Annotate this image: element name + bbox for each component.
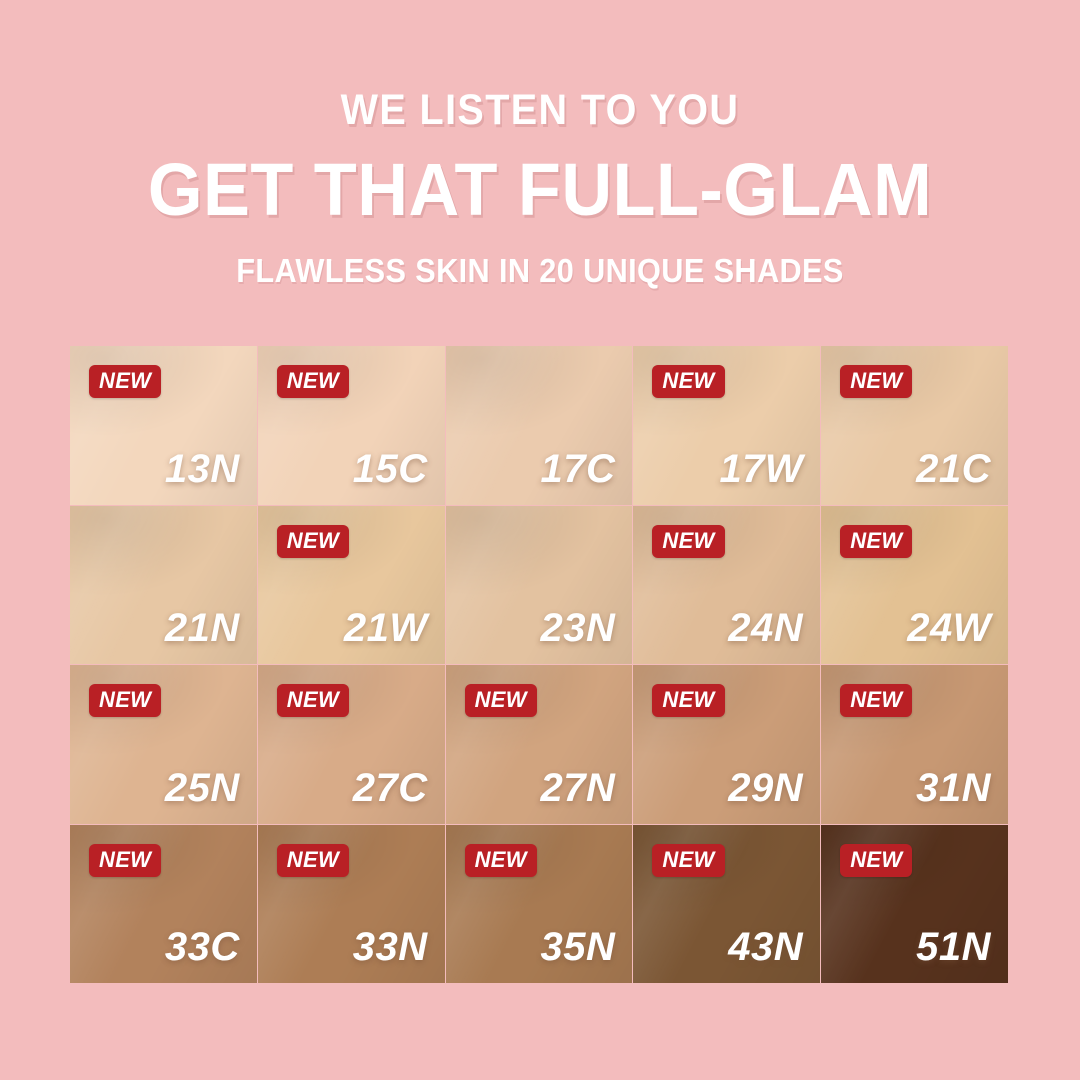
shade-grid-container: NEW 13N NEW 15C 17C NEW 17W NEW 21C 21N NEW 21W 23N N…	[70, 346, 1008, 983]
shade-label: 17W	[719, 446, 804, 491]
shade-label: 24N	[728, 606, 804, 650]
shade-swatch-24n[interactable]: NEW 24N	[633, 505, 821, 664]
new-badge: NEW	[464, 684, 537, 717]
shade-label: 21N	[164, 606, 240, 650]
shade-swatch-15c[interactable]: NEW 15C	[257, 346, 445, 505]
shade-swatch-31n[interactable]: NEW 31N	[821, 665, 1008, 824]
shade-label: 15C	[352, 446, 428, 491]
new-badge: NEW	[652, 365, 725, 398]
new-badge: NEW	[89, 684, 162, 717]
shade-label: 24W	[907, 606, 991, 650]
shade-swatch-25n[interactable]: NEW 25N	[70, 665, 257, 824]
new-badge: NEW	[464, 843, 537, 877]
new-badge: NEW	[652, 524, 725, 558]
shade-swatch-17w[interactable]: NEW 17W	[633, 346, 821, 505]
shade-label: 27N	[540, 765, 616, 810]
shade-swatch-24w[interactable]: NEW 24W	[821, 505, 1008, 664]
new-badge: NEW	[276, 524, 350, 558]
shade-label: 13N	[164, 446, 240, 491]
shade-label: 35N	[540, 925, 616, 969]
eyebrow-text: WE LISTEN TO YOU	[340, 86, 740, 134]
shade-label: 21C	[916, 446, 991, 491]
new-badge: NEW	[89, 843, 162, 877]
new-badge: NEW	[652, 684, 725, 717]
new-badge: NEW	[840, 365, 913, 398]
new-badge: NEW	[840, 843, 913, 877]
shade-swatch-33c[interactable]: NEW 33C	[70, 824, 257, 983]
shade-label: 25N	[164, 765, 240, 810]
shade-swatch-33n[interactable]: NEW 33N	[257, 824, 445, 983]
shade-swatch-35n[interactable]: NEW 35N	[445, 824, 633, 983]
shade-label: 29N	[728, 765, 804, 810]
subtitle-text: FLAWLESS SKIN IN 20 UNIQUE SHADES	[236, 252, 844, 289]
shade-label: 21W	[343, 606, 428, 650]
shade-label: 43N	[728, 925, 804, 969]
page-title: GET THAT FULL-GLAM	[147, 148, 933, 231]
shade-swatch-21c[interactable]: NEW 21C	[821, 346, 1008, 505]
new-badge: NEW	[840, 524, 913, 558]
shade-swatch-17c[interactable]: 17C	[445, 346, 633, 505]
shade-label: 33C	[164, 925, 240, 969]
shade-swatch-23n[interactable]: 23N	[445, 505, 633, 664]
shade-swatch-27c[interactable]: NEW 27C	[257, 665, 445, 824]
shade-swatch-51n[interactable]: NEW 51N	[821, 824, 1008, 983]
shade-swatch-29n[interactable]: NEW 29N	[633, 665, 821, 824]
new-badge: NEW	[89, 365, 162, 398]
shade-swatch-21w[interactable]: NEW 21W	[257, 505, 445, 664]
new-badge: NEW	[652, 843, 725, 877]
new-badge: NEW	[840, 684, 913, 717]
shade-label: 33N	[352, 925, 428, 969]
shade-swatch-21n[interactable]: 21N	[70, 505, 257, 664]
shade-swatch-43n[interactable]: NEW 43N	[633, 824, 821, 983]
new-badge: NEW	[276, 843, 350, 877]
shade-label: 31N	[916, 765, 991, 810]
shade-label: 23N	[540, 606, 616, 650]
shade-swatch-27n[interactable]: NEW 27N	[445, 665, 633, 824]
shade-label: 17C	[540, 446, 616, 491]
new-badge: NEW	[276, 684, 350, 717]
new-badge: NEW	[276, 365, 350, 398]
shade-grid: NEW 13N NEW 15C 17C NEW 17W NEW 21C 21N NEW 21W 23N N…	[70, 346, 1008, 983]
shade-label: 27C	[352, 765, 428, 810]
shade-swatch-13n[interactable]: NEW 13N	[70, 346, 257, 505]
shade-label: 51N	[916, 925, 991, 969]
